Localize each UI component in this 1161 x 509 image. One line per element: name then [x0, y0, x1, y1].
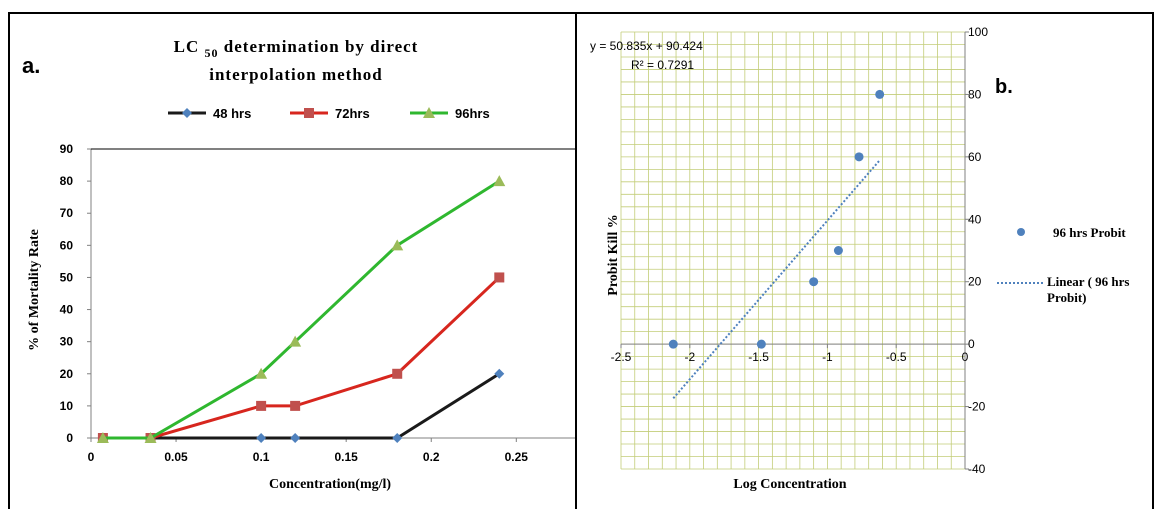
title-subscript: 50: [205, 46, 219, 60]
panel-divider: [575, 12, 577, 509]
legend-label-72hrs: 72hrs: [335, 106, 370, 121]
chart-a-series: [96, 175, 506, 443]
x-tick-label: -0.5: [886, 350, 907, 364]
legend-trendline-label-2: Probit): [1047, 290, 1086, 305]
y-tick-label: 20: [968, 275, 982, 289]
data-point-96-hrs-probit: [854, 152, 864, 162]
y-tick-label: 60: [968, 150, 982, 164]
data-point-72hrs: [256, 400, 267, 411]
chart-b-series: [668, 89, 885, 399]
data-point-96-hrs-probit: [668, 339, 678, 349]
data-point-48-hrs: [392, 433, 403, 443]
chart-a-title-line2: interpolation method: [209, 65, 382, 84]
x-tick-label: 0.1: [253, 450, 270, 464]
y-tick-label: 50: [60, 270, 74, 284]
x-tick-label: 0.15: [335, 450, 359, 464]
trendline-equation: y = 50.835x + 90.424: [590, 39, 703, 53]
y-tick-label: 40: [60, 303, 74, 317]
series-line-48-hrs: [102, 372, 501, 440]
y-tick-label: 0: [66, 431, 73, 445]
y-tick-label: 10: [60, 399, 74, 413]
legend-label-48-hrs: 48 hrs: [213, 106, 251, 121]
x-tick-label: -1: [822, 350, 833, 364]
chart-b-xlabel: Log Concentration: [733, 477, 846, 492]
chart-a-legend: 48 hrs 72hrs 96hrs: [168, 106, 490, 121]
y-tick-label: 20: [60, 367, 74, 381]
legend-marker-96hrs: [423, 107, 435, 118]
legend-marker-72hrs: [304, 108, 314, 118]
x-tick-label: 0.2: [423, 450, 440, 464]
y-tick-label: 0: [968, 337, 975, 351]
title-rest: determination by direct: [219, 37, 419, 56]
data-point-72hrs: [290, 400, 301, 411]
chart-b-axes: -40 -20 0 20 40 60 80 100 -2.5 -2 -1.5 -1 -0.5 0: [611, 25, 989, 476]
y-tick-label: 30: [60, 335, 74, 349]
panel-a-label: a.: [22, 53, 40, 78]
x-tick-label: 0.25: [505, 450, 529, 464]
chart-a: a. LC 50 determination by direct interpo…: [22, 37, 575, 492]
legend-label-96hrs: 96hrs: [455, 106, 490, 121]
series-line-96hrs: [102, 179, 501, 440]
data-point-96-hrs-probit: [809, 277, 819, 287]
chart-a-ylabel: % of Mortality Rate: [27, 229, 42, 351]
data-point-48-hrs: [290, 433, 301, 443]
y-tick-label: 80: [60, 174, 74, 188]
figure-frame: [8, 12, 1154, 509]
data-point-48-hrs: [494, 368, 505, 379]
data-point-96-hrs-probit: [833, 246, 843, 255]
data-point-48-hrs: [256, 433, 267, 443]
data-point-96hrs: [144, 432, 157, 443]
data-point-96hrs: [391, 239, 404, 251]
panel-b-label: b.: [995, 76, 1013, 98]
chart-a-title-line1: LC 50 determination by direct: [174, 37, 419, 60]
x-tick-label: 0: [88, 450, 95, 464]
data-point-96hrs: [493, 175, 506, 187]
title-prefix: LC: [174, 37, 205, 56]
y-tick-label: -20: [968, 400, 986, 414]
x-tick-label: 0.05: [164, 450, 188, 464]
chart-b-grid: [620, 31, 966, 470]
y-tick-label: 80: [968, 87, 982, 101]
data-point-72hrs: [392, 368, 403, 379]
y-tick-label: 70: [60, 206, 74, 220]
chart-b-legend: 96 hrs Probit Linear ( 96 hrs Probit): [997, 225, 1129, 305]
linear-trendline: [672, 159, 881, 399]
legend-point-marker: [1017, 228, 1025, 236]
y-tick-label: 90: [60, 142, 74, 156]
chart-b-ylabel: Probit Kill %: [606, 214, 621, 295]
data-point-96-hrs-probit: [756, 339, 766, 349]
y-tick-label: 40: [968, 212, 982, 226]
y-tick-label: 100: [968, 25, 988, 39]
chart-a-xlabel: Concentration(mg/l): [269, 477, 391, 492]
y-tick-label: 60: [60, 238, 74, 252]
legend-marker-48-hrs: [182, 108, 192, 118]
trendline-r-squared: R² = 0.7291: [631, 58, 694, 72]
data-point-72hrs: [494, 272, 505, 283]
series-line-72hrs: [102, 276, 501, 440]
x-tick-label: -2: [684, 350, 695, 364]
x-tick-label: 0: [962, 350, 969, 364]
x-tick-label: -1.5: [748, 350, 769, 364]
x-tick-label: -2.5: [611, 350, 632, 364]
data-point-96hrs: [255, 367, 268, 379]
y-tick-label: -40: [968, 462, 986, 476]
data-point-96hrs: [96, 432, 109, 443]
data-point-96hrs: [289, 335, 302, 347]
chart-b: -40 -20 0 20 40 60 80 100 -2.5 -2 -1.5 -1 -0.5 0 y = …: [590, 25, 1129, 492]
legend-trendline-label-1: Linear ( 96 hrs: [1047, 274, 1129, 289]
legend-points-label: 96 hrs Probit: [1053, 225, 1126, 240]
data-point-96-hrs-probit: [875, 89, 885, 99]
chart-a-axes: 0 10 20 30 40 50 60 70 80 90 0 0.05 0.1 0.15 0.2 0.25: [60, 142, 575, 464]
